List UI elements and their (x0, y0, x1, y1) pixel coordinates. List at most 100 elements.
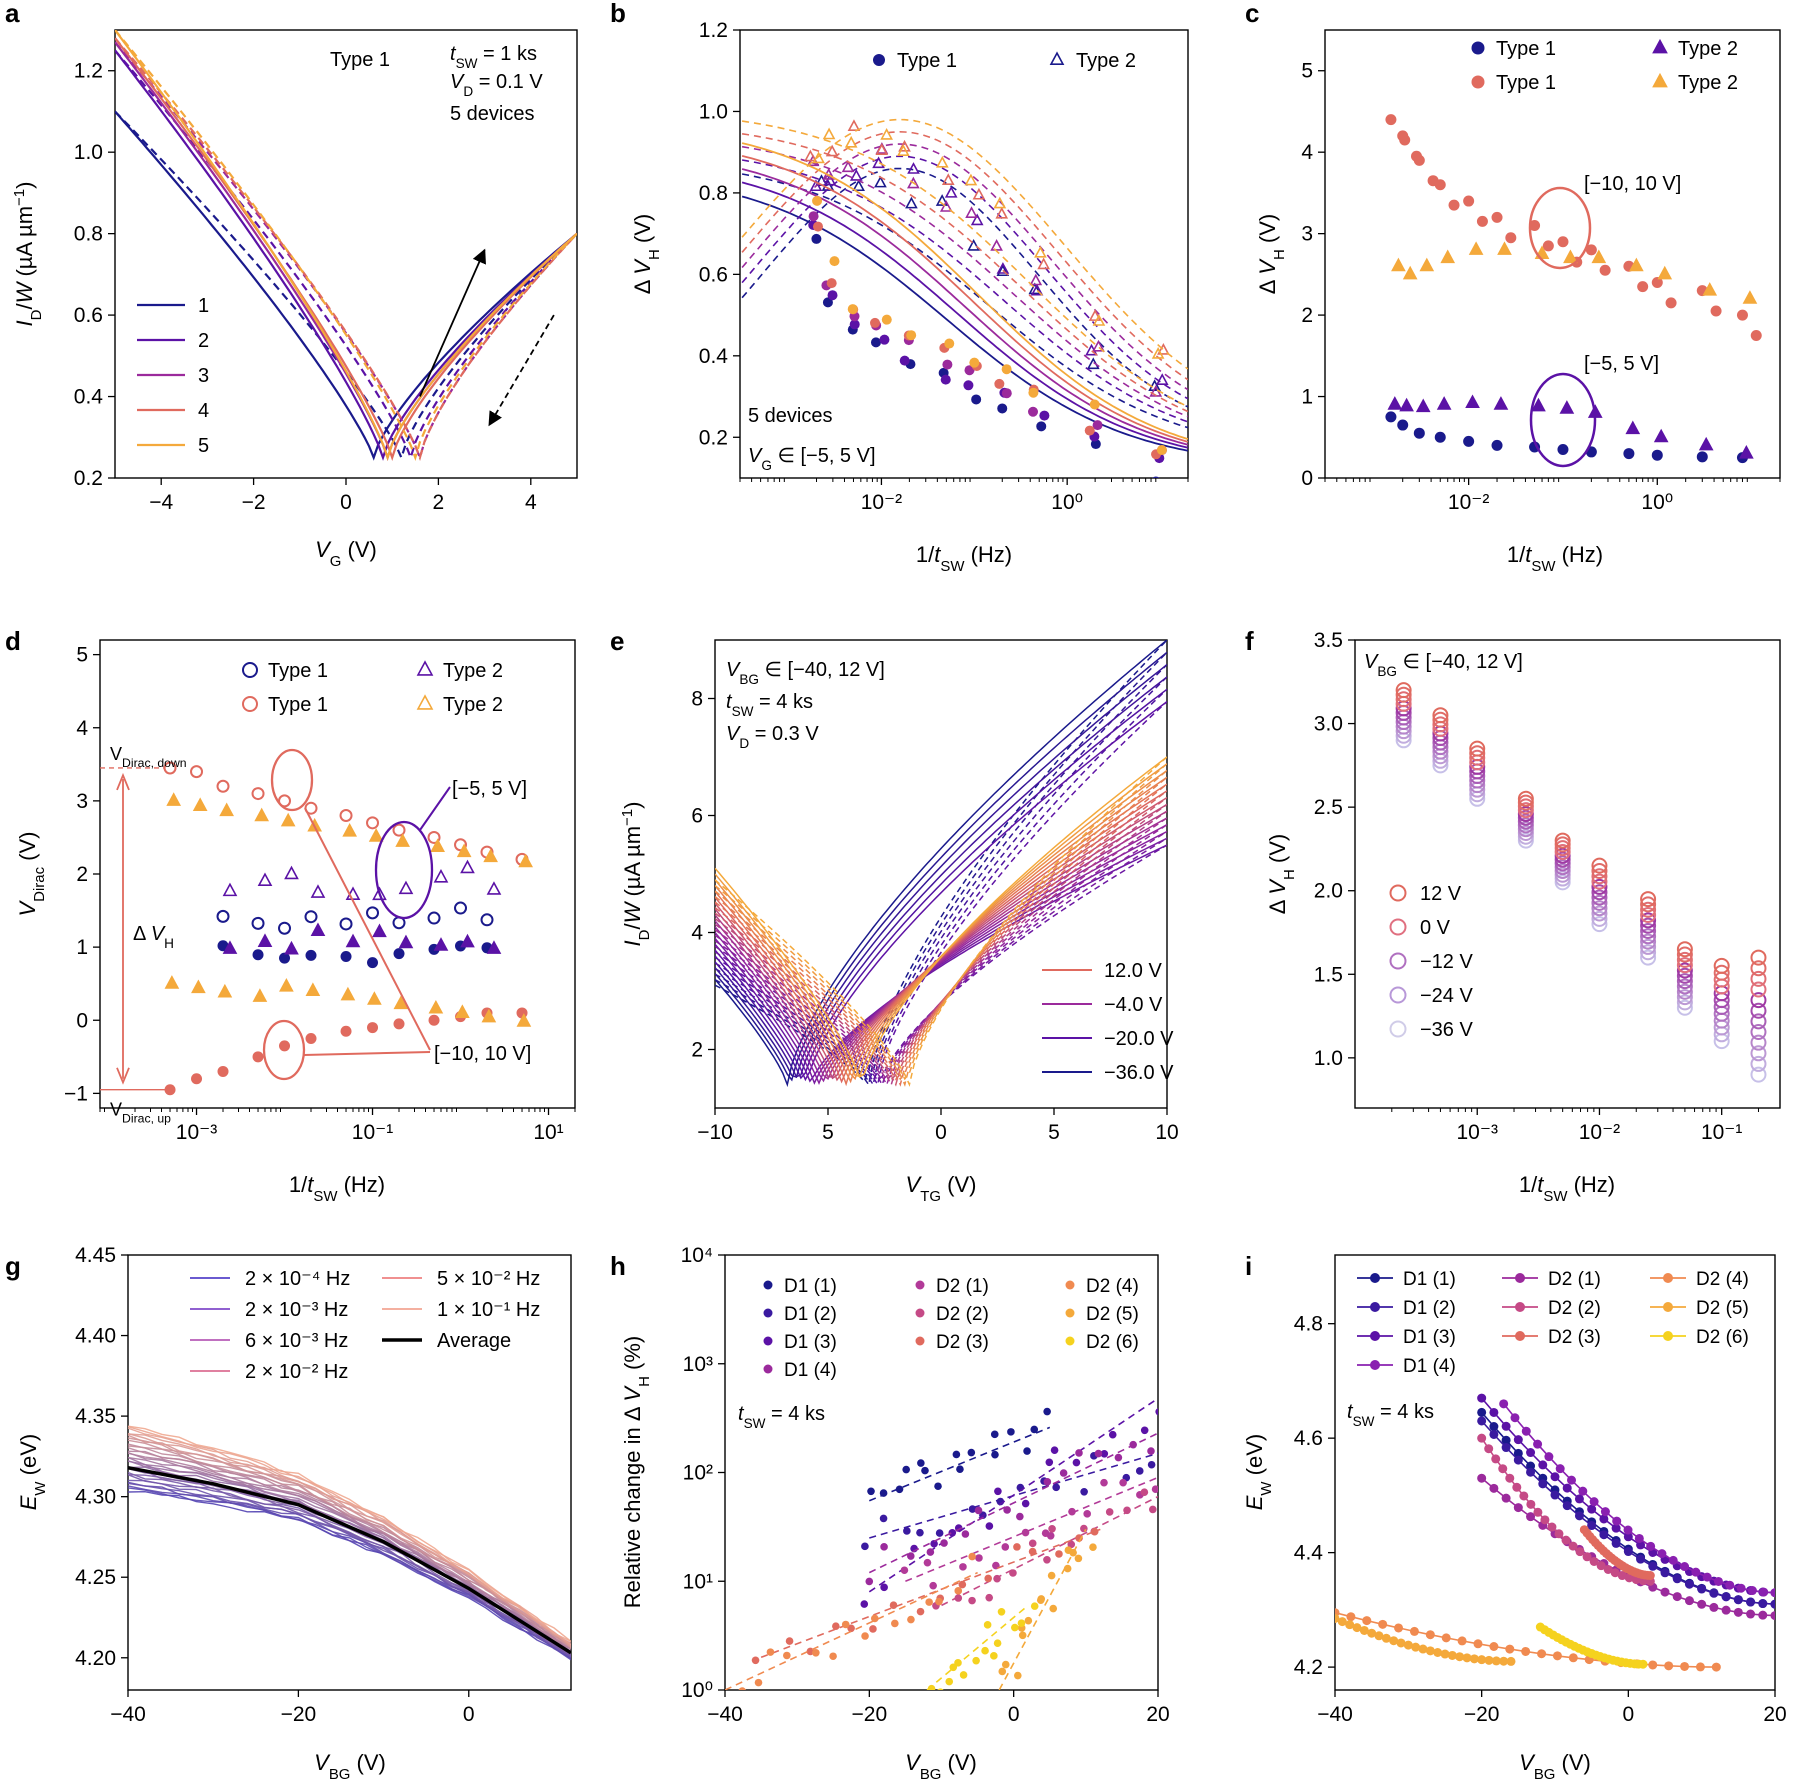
data-point (940, 1539, 948, 1547)
label-part: W (620, 900, 645, 923)
type2-point (935, 194, 949, 206)
data-point (1489, 1483, 1499, 1493)
data-point (1750, 970, 1767, 987)
type2-small-up (398, 934, 414, 949)
type1-point (826, 278, 837, 289)
label-part: V (748, 445, 763, 467)
label-part: (µA µm (620, 826, 645, 903)
data-point (1013, 1543, 1021, 1551)
y-tick-label: 3 (1301, 223, 1313, 246)
data-point (1676, 957, 1693, 974)
backward-sweep (715, 640, 1167, 1083)
type2-up-point (481, 1008, 497, 1023)
panel-letter: a (5, 0, 20, 28)
legend-label: 5 (198, 435, 209, 457)
legend-marker (242, 662, 258, 678)
data-point (1119, 1478, 1127, 1487)
legend-marker (1065, 1280, 1075, 1290)
data-point (1636, 1554, 1646, 1564)
data-point (1432, 707, 1449, 724)
legend-marker (1065, 1336, 1075, 1346)
label-part: D (739, 736, 749, 751)
x-tick-label: 2 (433, 491, 445, 514)
type2-down-point (395, 833, 410, 847)
data-point (1043, 1555, 1051, 1564)
data-point (1660, 1587, 1670, 1597)
legend-marker (1652, 72, 1668, 88)
fit-line (905, 1476, 1158, 1583)
forward-sweep (715, 756, 1167, 1079)
x-tick-label: −20 (281, 1703, 317, 1726)
data-point (917, 1459, 925, 1467)
forward-sweep (715, 844, 1167, 1083)
y-tick-label: 0.4 (699, 345, 729, 368)
axes-frame (739, 29, 1189, 479)
data-point (1521, 1646, 1531, 1656)
data-point (1498, 1464, 1508, 1474)
data-point (1046, 1532, 1055, 1540)
data-point (993, 1639, 1002, 1648)
data-point (1036, 1596, 1045, 1605)
data-point (865, 1577, 874, 1586)
label-part: SW (1543, 1188, 1568, 1205)
data-point (1114, 1453, 1123, 1462)
data-point (1352, 1623, 1362, 1633)
type1-point (1092, 420, 1103, 431)
type2-down-point (166, 792, 182, 806)
data-point (1676, 973, 1693, 990)
data-point (1425, 1646, 1435, 1656)
data-point (994, 1487, 1002, 1496)
legend-marker (915, 1308, 925, 1318)
data-point (1750, 1002, 1767, 1019)
y-axis-label: EW (eV) (1242, 1434, 1275, 1511)
label-part: BG (739, 672, 759, 687)
data-point (1043, 1478, 1052, 1486)
legend-label: Type 1 (1496, 72, 1556, 94)
data-point (1721, 1605, 1731, 1615)
type1-point (1028, 387, 1039, 398)
type1-point (829, 256, 840, 267)
data-point (1147, 1460, 1156, 1469)
data-point (1484, 1655, 1494, 1665)
y-tick-label: 10¹ (683, 1570, 713, 1593)
type2-small-up (486, 940, 502, 954)
label-part: t (307, 1172, 314, 1197)
type1-point (969, 357, 980, 368)
legend-label: Type 1 (268, 694, 328, 716)
label-part: t (1525, 542, 1532, 567)
data-point (1599, 1530, 1609, 1540)
type1-fit (741, 168, 1188, 446)
data-point (1676, 999, 1693, 1016)
data-point (1725, 1580, 1735, 1590)
y-tick-label: 1.2 (699, 19, 728, 42)
data-point (1469, 1654, 1479, 1664)
backward-sweep (715, 664, 1167, 1083)
data-point (1094, 1449, 1103, 1458)
data-point (968, 1552, 976, 1561)
data-point (1024, 1616, 1033, 1625)
type2-point (847, 119, 861, 132)
label-part: Relative change in Δ (620, 1402, 645, 1609)
data-point (1568, 1541, 1578, 1551)
data-point (1634, 1533, 1644, 1543)
legend-label: D1 (1) (1403, 1269, 1456, 1290)
type1-large-point (1599, 264, 1611, 276)
y-tick-label: 4.45 (75, 1244, 116, 1267)
data-point (902, 1465, 910, 1474)
data-point (935, 1529, 944, 1537)
data-point (1395, 686, 1412, 703)
label-part: V (15, 900, 40, 917)
data-point (1684, 1596, 1694, 1606)
data-point (1587, 1504, 1597, 1514)
type2-point (880, 127, 893, 140)
label-part: W (1258, 1481, 1275, 1496)
data-point (1526, 1467, 1536, 1477)
data-point (1469, 740, 1486, 757)
label-part: = 0.3 V (749, 723, 819, 745)
data-point (1030, 1425, 1039, 1434)
type2-point (964, 173, 978, 186)
x-axis-label: 1/tSW (Hz) (289, 1172, 385, 1205)
type1-point (869, 317, 880, 328)
y-tick-label: 10³ (683, 1353, 713, 1376)
type2-down-point (456, 843, 472, 858)
